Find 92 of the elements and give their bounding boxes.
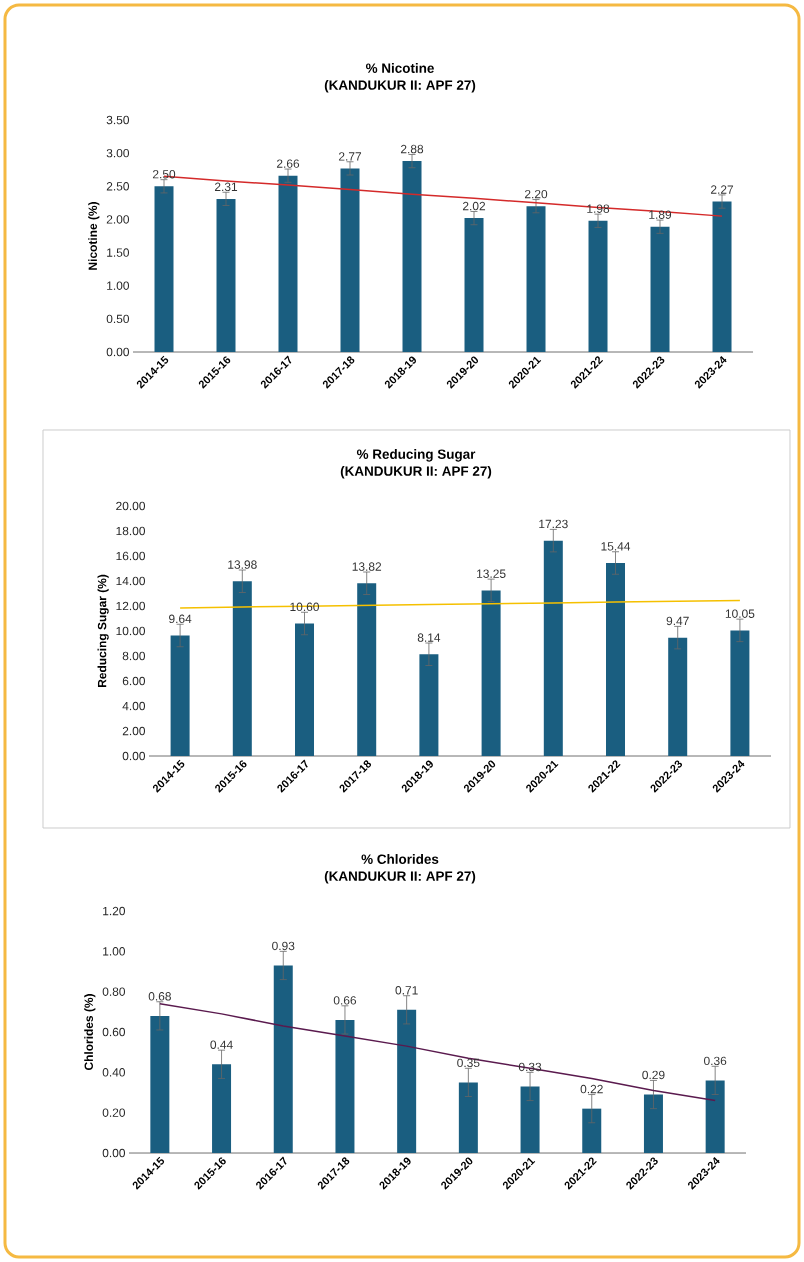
y-tick-label: 6.00 — [122, 676, 146, 686]
chart-subtitle: (KANDUKUR II: APF 27) — [324, 79, 476, 93]
y-axis-title: Reducing Sugar (%) — [97, 574, 109, 687]
bar — [588, 220, 608, 352]
y-tick-label: 0.00 — [102, 1148, 126, 1158]
data-label: 9.47 — [666, 616, 689, 626]
y-tick-label: 0.50 — [106, 314, 130, 324]
y-axis-title: Chlorides (%) — [84, 994, 96, 1071]
y-tick-label: 1.50 — [107, 248, 130, 257]
bar — [712, 201, 732, 352]
bar — [643, 1094, 663, 1154]
y-tick-label: 1.00 — [103, 947, 126, 956]
chart-subtitle: (KANDUKUR II: APF 27) — [324, 870, 476, 884]
chart-title: % Reducing Sugar — [356, 449, 476, 462]
data-label: 0.44 — [210, 1040, 233, 1049]
bar — [340, 168, 360, 352]
data-label: 2.50 — [152, 170, 176, 179]
bar — [397, 1009, 417, 1154]
bar — [606, 563, 625, 757]
y-tick-label: 3.00 — [106, 148, 130, 158]
y-tick-label: 1.20 — [103, 906, 126, 916]
data-label: 13.25 — [477, 569, 506, 578]
bar — [582, 1108, 602, 1154]
y-tick-label: 18.00 — [116, 526, 146, 536]
bar — [464, 218, 484, 352]
data-label: 0.93 — [272, 941, 295, 951]
data-label: 13.98 — [228, 560, 257, 569]
bar — [232, 581, 252, 757]
bar — [520, 1086, 540, 1154]
y-tick-label: 1.00 — [107, 281, 130, 290]
y-tick-label: 8.00 — [122, 651, 146, 661]
y-tick-label: 0.00 — [122, 751, 146, 761]
y-tick-label: 2.00 — [122, 726, 146, 736]
data-label: 2.77 — [338, 152, 362, 161]
data-label: 0.36 — [703, 1056, 727, 1066]
bar — [458, 1082, 478, 1154]
chart-title: % Chlorides — [361, 854, 439, 864]
data-label: 2.88 — [400, 144, 424, 154]
data-label: 13.82 — [352, 562, 382, 571]
data-label: 2.27 — [710, 185, 734, 194]
chart-subtitle: (KANDUKUR II: APF 27) — [340, 465, 492, 479]
y-tick-label: 12.00 — [116, 601, 146, 611]
data-label: 0.22 — [580, 1084, 603, 1094]
data-label: 1.89 — [649, 210, 672, 219]
bar — [526, 206, 546, 352]
y-tick-label: 2.00 — [106, 215, 130, 224]
bar — [150, 1015, 170, 1154]
bar — [650, 226, 670, 352]
y-tick-label: 4.00 — [122, 701, 146, 711]
data-label: 2.31 — [214, 182, 238, 192]
bar — [705, 1080, 725, 1154]
bar — [419, 654, 439, 757]
bar — [170, 635, 190, 757]
y-tick-label: 3.50 — [106, 115, 130, 125]
y-tick-label: 0.40 — [102, 1068, 126, 1077]
y-tick-label: 16.00 — [116, 551, 146, 561]
data-label: 15.44 — [601, 542, 631, 551]
bar — [335, 1019, 355, 1154]
bar — [273, 965, 293, 1154]
data-label: 0.29 — [642, 1070, 665, 1080]
y-axis-title: Nicotine (%) — [88, 202, 100, 270]
y-tick-label: 0.60 — [102, 1027, 126, 1037]
bar — [730, 630, 750, 757]
data-label: 0.35 — [457, 1058, 480, 1068]
chart-title: % Nicotine — [365, 63, 434, 73]
data-label: 10.05 — [725, 609, 755, 618]
data-label: 9.64 — [169, 614, 192, 624]
y-tick-label: 0.00 — [106, 347, 130, 357]
bar — [295, 623, 314, 757]
y-tick-label: 20.00 — [116, 501, 146, 511]
data-label: 0.68 — [148, 992, 171, 1001]
bar — [216, 198, 236, 352]
data-label: 17.23 — [539, 519, 568, 529]
data-label: 2.02 — [462, 201, 486, 211]
bar — [278, 175, 298, 352]
data-label: 2.20 — [524, 189, 548, 199]
bar — [154, 186, 174, 352]
bar — [357, 583, 377, 757]
data-label: 0.71 — [395, 986, 418, 995]
data-label: 8.14 — [417, 633, 441, 642]
y-tick-label: 0.20 — [102, 1108, 126, 1117]
y-tick-label: 14.00 — [116, 576, 146, 586]
y-tick-label: 2.50 — [106, 182, 130, 191]
data-label: 0.66 — [333, 996, 357, 1005]
bar — [402, 161, 422, 352]
bar — [543, 540, 563, 757]
y-tick-label: 10.00 — [116, 626, 146, 636]
y-tick-label: 0.80 — [102, 987, 126, 996]
bar — [212, 1064, 232, 1154]
data-label: 2.66 — [276, 159, 300, 168]
bar — [481, 590, 501, 757]
bar — [668, 637, 688, 757]
